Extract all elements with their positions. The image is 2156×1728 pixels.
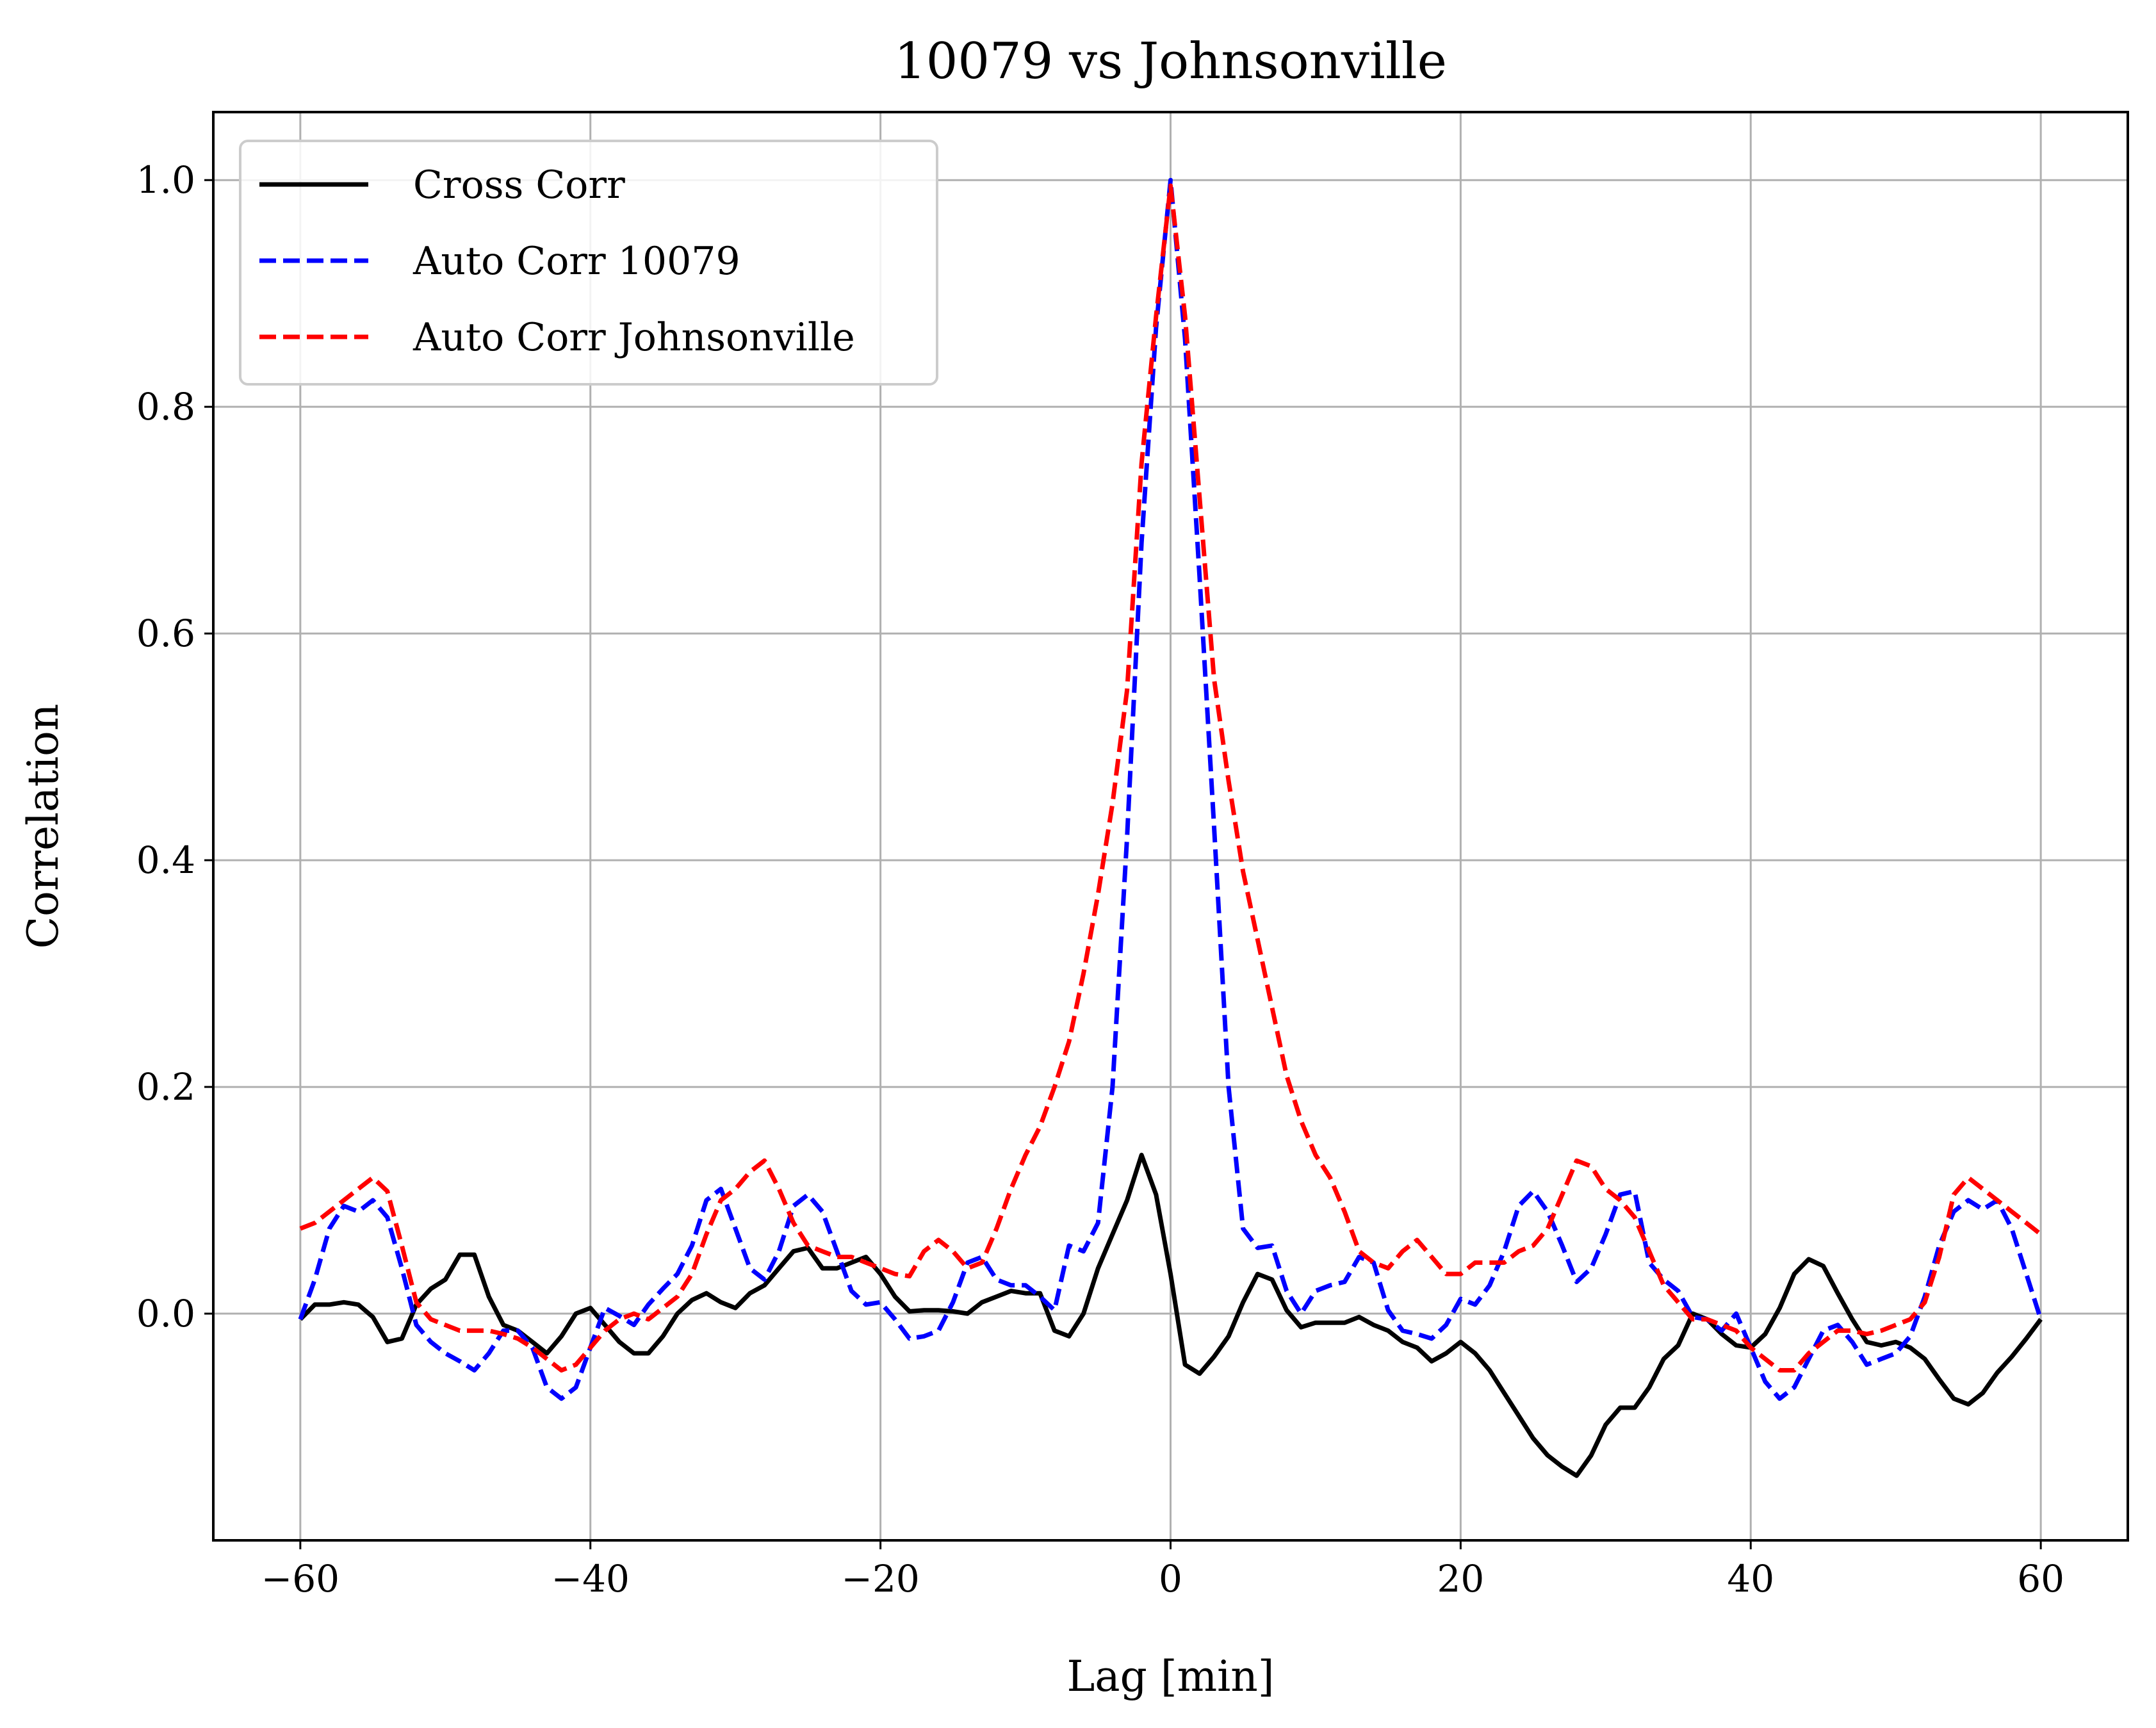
x-tick-label: 60 [2017,1557,2064,1601]
y-tick-label: 0.8 [136,385,195,428]
y-tick-label: 0.6 [136,612,195,655]
series-line-auto-corr-johnsonville [299,183,2043,1373]
chart-title: 10079 vs Johnsonville [894,33,1447,90]
legend-box [239,140,938,386]
y-tick-label: 0.0 [136,1292,195,1335]
x-tick-label: −40 [551,1557,630,1601]
x-axis-label: Lag [min] [1066,1652,1274,1701]
y-tick-label: 0.4 [136,838,195,882]
x-tick-label: 0 [1159,1557,1182,1601]
y-tick-label: 0.2 [136,1065,195,1109]
x-tick-label: −20 [841,1557,919,1601]
y-axis-label: Correlation [19,704,68,949]
x-axis-ticks: −60 −40 −20 0 20 40 60 [261,1540,2064,1601]
y-tick-label: 1.0 [136,158,195,202]
legend-label: Cross Corr [413,163,625,208]
x-tick-label: 20 [1437,1557,1484,1601]
x-tick-label: 40 [1727,1557,1774,1601]
legend-label: Auto Corr 10079 [412,239,740,284]
x-tick-label: −60 [261,1557,339,1601]
legend: Cross Corr Auto Corr 10079 Auto Corr Johns… [239,140,938,386]
y-axis-ticks: 0.0 0.2 0.4 0.6 0.8 1.0 [136,158,213,1335]
legend-label: Auto Corr Johnsonville [412,315,855,360]
series-layer [298,177,2043,1478]
